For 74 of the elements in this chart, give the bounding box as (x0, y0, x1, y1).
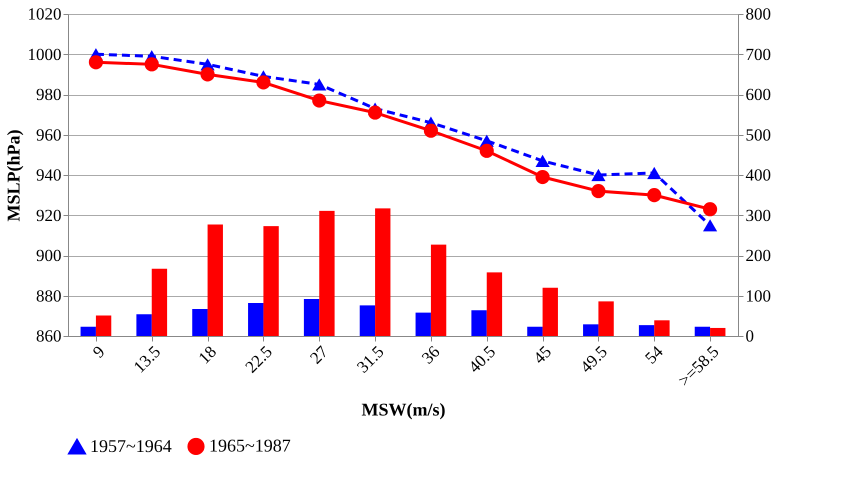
x-tick-label: 18 (194, 342, 220, 368)
legend-label: 1965~1987 (209, 435, 291, 456)
bar (710, 328, 726, 336)
y2-tick-label: 700 (746, 44, 771, 64)
bar (263, 226, 279, 336)
y-tick-label: 940 (36, 166, 62, 184)
y-tick-label: 920 (36, 206, 62, 225)
point (591, 184, 606, 198)
bar (486, 272, 502, 336)
y2-tick-label: 600 (746, 85, 771, 104)
y-tick-label: 880 (36, 286, 62, 306)
x-tick-label: 40.5 (464, 342, 500, 377)
x-tick-label: 31.5 (353, 342, 388, 377)
x-tick-label: 9 (88, 342, 108, 362)
point (703, 219, 718, 232)
point (312, 93, 326, 108)
bar (430, 244, 446, 336)
y-tick-label: 860 (36, 326, 62, 346)
bar (136, 314, 152, 336)
y2-tick-label: 800 (746, 4, 771, 24)
bar (694, 326, 710, 336)
point (144, 57, 159, 72)
bar (416, 312, 431, 336)
bar (192, 309, 208, 336)
point (703, 202, 718, 216)
point (88, 55, 103, 70)
point (647, 188, 662, 202)
y2-tick-label: 200 (746, 246, 771, 265)
x-tick-label: 27 (306, 342, 332, 368)
point (200, 67, 215, 82)
y2-tick-label: 0 (746, 326, 754, 346)
x-tick-label: 13.5 (130, 342, 164, 377)
y-tick-label: 1020 (28, 4, 62, 24)
y-tick-label: 980 (36, 85, 62, 104)
point (647, 166, 662, 180)
x-tick-label: 49.5 (576, 342, 611, 377)
point (591, 168, 606, 182)
point (424, 124, 438, 138)
bar (360, 305, 376, 336)
y2-tick-label: 400 (746, 166, 771, 184)
bar (80, 326, 96, 336)
legend-label: 1957~1964 (90, 436, 172, 456)
point (536, 154, 550, 168)
bar (638, 325, 654, 336)
point (368, 106, 382, 120)
x-tick-label: 54 (641, 342, 668, 368)
point (256, 75, 270, 90)
x-tick-label: 45 (530, 342, 556, 368)
bar (542, 288, 558, 336)
bar (654, 320, 670, 336)
x-axis-title: MSW(m/s) (362, 399, 446, 420)
bar (208, 224, 223, 336)
bar (583, 324, 598, 336)
bar (248, 302, 264, 336)
point (480, 144, 494, 158)
x-tick-label: 36 (418, 342, 444, 368)
y2-tick-label: 100 (746, 286, 771, 306)
bar (96, 315, 112, 336)
bar (598, 301, 614, 336)
bar (319, 210, 335, 336)
bar (471, 310, 487, 336)
y-tick-label: 1000 (28, 44, 62, 64)
bar (304, 298, 320, 336)
y-tick-label: 960 (36, 125, 62, 144)
point (312, 78, 326, 91)
point (536, 170, 550, 184)
x-tick-label: 22.5 (241, 342, 276, 377)
bar (527, 326, 543, 336)
bar (152, 268, 168, 336)
y-tick-label: 900 (36, 246, 62, 265)
bar (375, 208, 390, 336)
y2-tick-label: 300 (746, 206, 771, 225)
y2-tick-label: 500 (746, 125, 771, 144)
y-axis-title: MSLP(hPa) (4, 130, 24, 222)
